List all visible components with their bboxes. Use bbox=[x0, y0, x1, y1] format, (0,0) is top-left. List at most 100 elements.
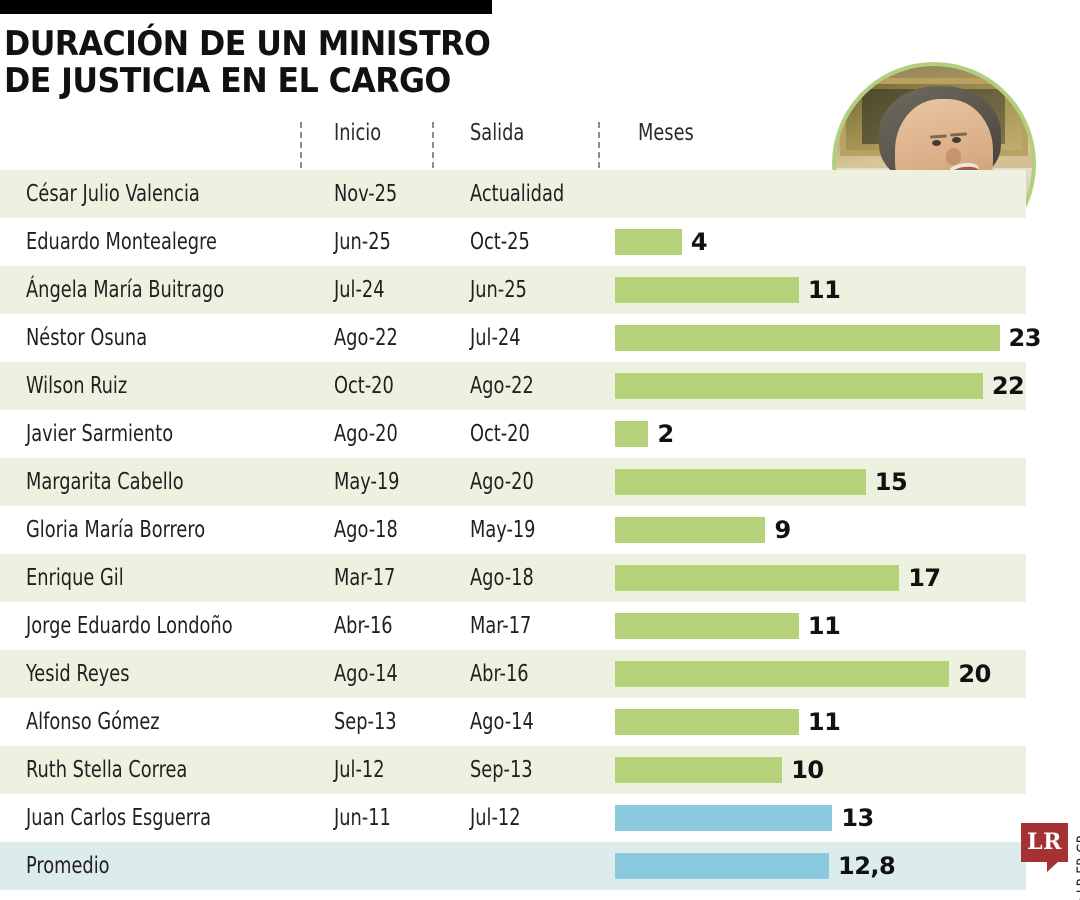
source-credit: Fuente: Sondeo LR / Foto: Ministerio de … bbox=[1074, 835, 1080, 900]
row-minister-name: Alfonso Gómez bbox=[26, 709, 160, 735]
row-bar-group: 11 bbox=[615, 612, 841, 640]
table-row: Wilson Ruiz Oct-20 Ago-22 22 bbox=[0, 362, 1026, 410]
row-start-date: Jul-24 bbox=[334, 277, 385, 303]
row-bar-value-label: 15 bbox=[874, 468, 908, 496]
top-black-rule bbox=[0, 0, 492, 14]
row-bar-group: 20 bbox=[615, 661, 991, 687]
row-end-date: Oct-25 bbox=[470, 229, 530, 255]
table-row: Juan Carlos Esguerra Jun-11 Jul-12 13 bbox=[0, 794, 1026, 842]
row-start-date: Nov-25 bbox=[334, 181, 398, 207]
row-end-date: Oct-20 bbox=[470, 421, 530, 447]
page-title: DURACIÓN DE UN MINISTRO DE JUSTICIA EN E… bbox=[4, 24, 491, 101]
row-start-date: Jun-11 bbox=[334, 805, 391, 831]
row-bar bbox=[615, 469, 866, 495]
row-bar-group: 15 bbox=[615, 468, 908, 496]
row-bar-value-label: 22 bbox=[991, 372, 1025, 400]
table-row: Néstor Osuna Ago-22 Jul-24 23 bbox=[0, 314, 1041, 362]
column-header-row: Inicio Salida Meses bbox=[0, 120, 1026, 168]
column-header-meses: Meses bbox=[638, 120, 694, 146]
column-header-salida: Salida bbox=[470, 120, 525, 146]
row-end-date: Ago-22 bbox=[470, 373, 534, 399]
row-end-date: Jul-24 bbox=[470, 325, 521, 351]
table-row: Yesid Reyes Ago-14 Abr-16 20 bbox=[0, 650, 1026, 698]
row-bar-value-label: 23 bbox=[1008, 324, 1042, 352]
row-bar-value-label: 13 bbox=[841, 804, 874, 832]
row-bar-group: 11 bbox=[615, 276, 841, 304]
table-row: Javier Sarmiento Ago-20 Oct-20 2 bbox=[0, 410, 1026, 458]
row-minister-name: Margarita Cabello bbox=[26, 469, 184, 495]
table-row: Eduardo Montealegre Jun-25 Oct-25 4 bbox=[0, 218, 1026, 266]
photo-eye-left bbox=[932, 139, 942, 146]
row-minister-name: César Julio Valencia bbox=[26, 181, 200, 207]
row-end-date: Abr-16 bbox=[470, 661, 529, 687]
row-bar bbox=[615, 565, 900, 591]
row-bar-group: 10 bbox=[615, 757, 824, 783]
row-bar-value-label: 11 bbox=[807, 612, 841, 640]
table-row: Enrique Gil Mar-17 Ago-18 17 bbox=[0, 554, 1026, 602]
row-minister-name: Javier Sarmiento bbox=[26, 421, 174, 447]
row-bar-group: 11 bbox=[615, 708, 841, 736]
row-bar-value-label: 20 bbox=[958, 660, 991, 688]
row-minister-name: Ruth Stella Correa bbox=[26, 757, 188, 783]
row-minister-name: Ángela María Buitrago bbox=[26, 277, 225, 303]
row-minister-name: Wilson Ruiz bbox=[26, 373, 128, 399]
row-bar-group: 4 bbox=[615, 229, 708, 255]
photo-eye-right bbox=[951, 137, 961, 144]
row-start-date: Jun-25 bbox=[334, 229, 391, 255]
row-bar bbox=[615, 757, 783, 783]
row-start-date: Ago-22 bbox=[334, 325, 398, 351]
row-end-date: Ago-20 bbox=[470, 469, 534, 495]
row-end-date: Mar-17 bbox=[470, 613, 532, 639]
table-row: Ángela María Buitrago Jul-24 Jun-25 11 bbox=[0, 266, 1026, 314]
row-minister-name: Eduardo Montealegre bbox=[26, 229, 217, 255]
row-bar-value-label: 11 bbox=[807, 276, 841, 304]
row-minister-name: Juan Carlos Esguerra bbox=[26, 805, 211, 831]
table-row: Jorge Eduardo Londoño Abr-16 Mar-17 11 bbox=[0, 602, 1026, 650]
row-bar-group: 2 bbox=[615, 421, 674, 447]
table-row: Gloria María Borrero Ago-18 May-19 9 bbox=[0, 506, 1026, 554]
row-bar-group: 9 bbox=[615, 517, 791, 543]
table-row: Margarita Cabello May-19 Ago-20 15 bbox=[0, 458, 1026, 506]
photo-nose bbox=[945, 148, 961, 166]
row-start-date: Sep-13 bbox=[334, 709, 397, 735]
row-bar bbox=[615, 277, 799, 303]
row-bar bbox=[615, 805, 833, 831]
row-end-date: Jul-12 bbox=[470, 805, 521, 831]
row-bar-value-label: 9 bbox=[774, 516, 791, 544]
row-bar bbox=[615, 517, 766, 543]
row-bar-value-label: 12,8 bbox=[838, 852, 896, 880]
row-bar-value-label: 10 bbox=[791, 756, 824, 784]
lr-logo-box bbox=[1021, 823, 1068, 862]
column-header-inicio: Inicio bbox=[334, 120, 382, 146]
lr-logo-text: LR bbox=[1027, 829, 1062, 855]
row-bar bbox=[615, 421, 649, 447]
table-row: Alfonso Gómez Sep-13 Ago-14 11 bbox=[0, 698, 1026, 746]
row-bar-group: 13 bbox=[615, 805, 874, 831]
row-minister-name: Jorge Eduardo Londoño bbox=[26, 613, 233, 639]
row-bar bbox=[615, 229, 682, 255]
row-start-date: Ago-20 bbox=[334, 421, 398, 447]
row-end-date: Ago-14 bbox=[470, 709, 534, 735]
row-bar-group: 12,8 bbox=[615, 852, 896, 880]
lr-logo-tail bbox=[1047, 861, 1059, 872]
table-row: César Julio Valencia Nov-25 Actualidad bbox=[0, 170, 1026, 218]
row-start-date: Abr-16 bbox=[334, 613, 393, 639]
row-minister-name: Promedio bbox=[26, 853, 110, 879]
row-bar bbox=[615, 325, 1000, 351]
row-start-date: Jul-12 bbox=[334, 757, 385, 783]
table-row: Ruth Stella Correa Jul-12 Sep-13 10 bbox=[0, 746, 1026, 794]
row-bar bbox=[615, 709, 799, 735]
row-end-date: May-19 bbox=[470, 517, 536, 543]
row-bar-group: 23 bbox=[615, 325, 1041, 351]
row-end-date: Jun-25 bbox=[470, 277, 527, 303]
row-bar-value-label: 17 bbox=[908, 564, 941, 592]
row-bar bbox=[615, 661, 950, 687]
row-bar bbox=[615, 853, 830, 879]
row-bar-group: 17 bbox=[615, 565, 941, 591]
row-bar-value-label: 11 bbox=[807, 708, 841, 736]
row-minister-name: Gloria María Borrero bbox=[26, 517, 206, 543]
row-start-date: Ago-14 bbox=[334, 661, 398, 687]
row-start-date: Oct-20 bbox=[334, 373, 394, 399]
table-row: Promedio 12,8 bbox=[0, 842, 1026, 890]
